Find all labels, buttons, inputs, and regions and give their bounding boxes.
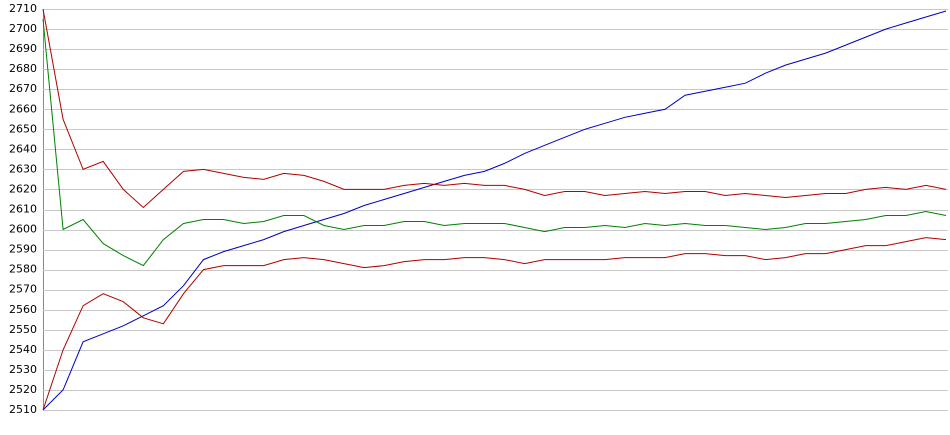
y-tick-label: 2550: [9, 323, 37, 336]
series-line: [42, 10, 947, 411]
series-line: [42, 18, 947, 267]
y-tick-label: 2580: [9, 263, 37, 276]
y-tick-label: 2660: [9, 102, 37, 115]
y-tick-label: 2610: [9, 203, 37, 216]
y-tick-label: 2600: [9, 223, 37, 236]
y-tick-label: 2680: [9, 62, 37, 75]
y-tick-label: 2640: [9, 142, 37, 155]
y-tick-label: 2510: [9, 403, 37, 416]
y-tick-label: 2710: [9, 2, 37, 15]
y-tick-label: 2590: [9, 243, 37, 256]
y-tick-label: 2630: [9, 162, 37, 175]
y-tick-label: 2670: [9, 82, 37, 95]
y-tick-label: 2560: [9, 303, 37, 316]
y-tick-label: 2700: [9, 22, 37, 35]
y-tick-label: 2620: [9, 182, 37, 195]
y-tick-label: 2540: [9, 343, 37, 356]
series-line: [42, 237, 947, 411]
y-tick-label: 2520: [9, 383, 37, 396]
series-line: [42, 8, 947, 209]
y-tick-label: 2650: [9, 122, 37, 135]
y-tick-label: 2530: [9, 363, 37, 376]
y-tick-label: 2570: [9, 283, 37, 296]
y-tick-label: 2690: [9, 42, 37, 55]
